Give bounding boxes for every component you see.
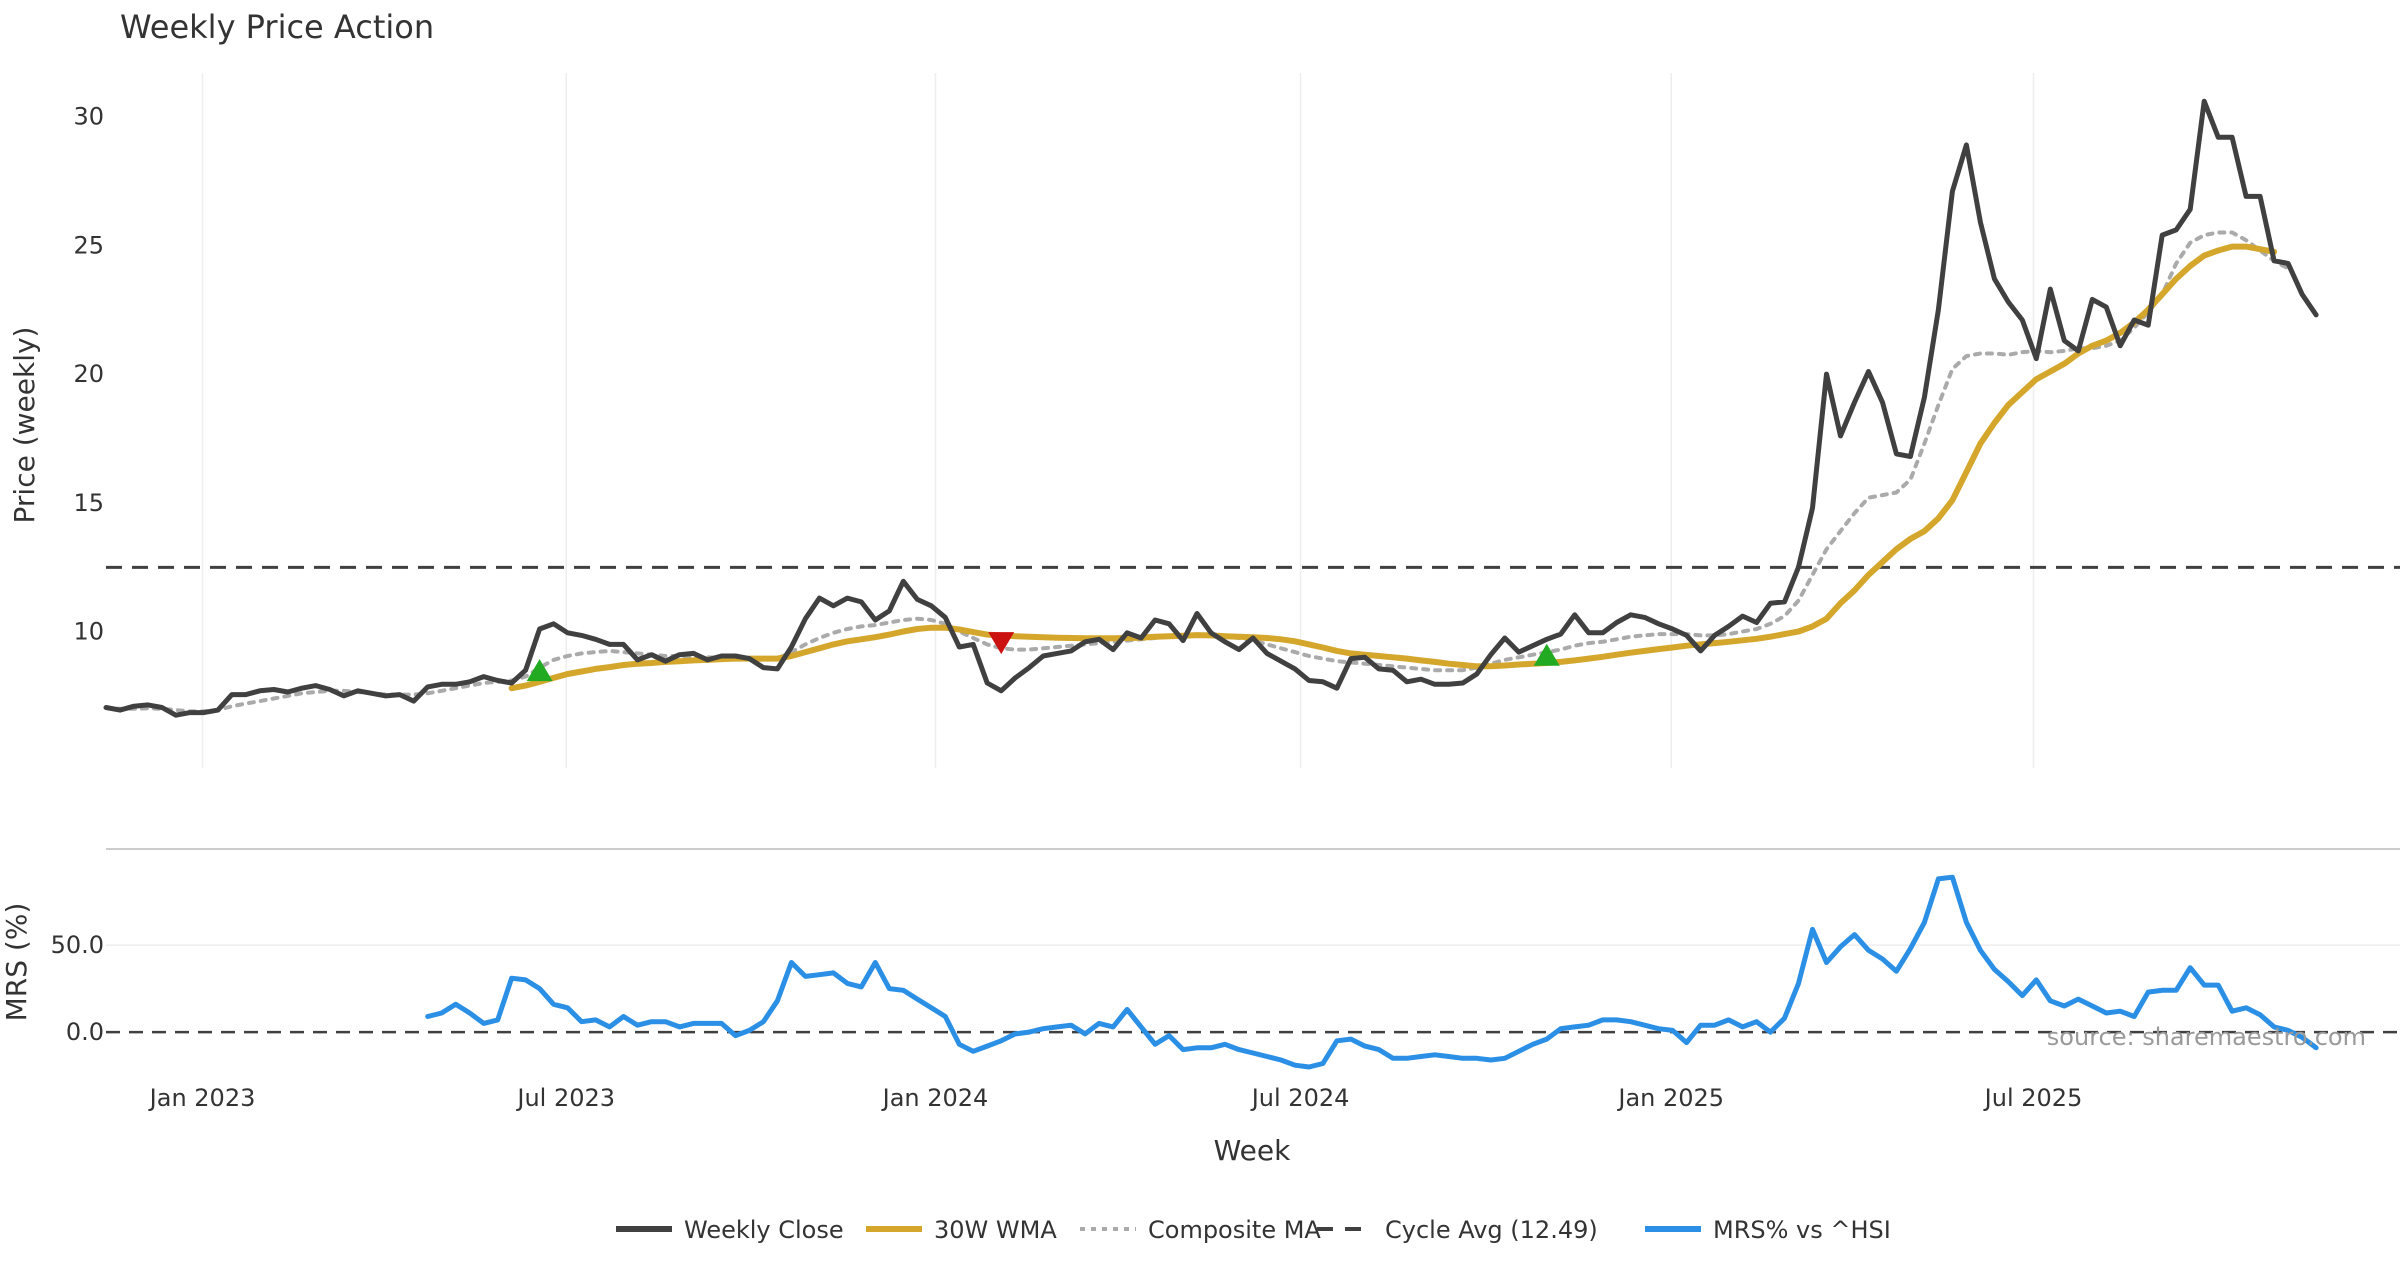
x-axis-label: Week	[1214, 1134, 1291, 1167]
mrs-tick-label: 0.0	[66, 1018, 104, 1046]
price-tick-label: 30	[73, 103, 104, 131]
legend-label: Weekly Close	[684, 1216, 844, 1244]
legend: Weekly Close 30W WMA Composite MA Cycle Avg…	[616, 1216, 1891, 1244]
signal-markers	[526, 632, 1560, 682]
price-tick-label: 25	[73, 231, 104, 259]
legend-item: Cycle Avg (12.49)	[1317, 1216, 1598, 1244]
price-tick-labels: 10 15 20 25 30	[73, 103, 104, 646]
x-tick-label: Jan 2024	[881, 1084, 989, 1112]
buy-signal-marker	[1533, 643, 1560, 666]
wma-30w-line	[508, 243, 2278, 692]
legend-label: Cycle Avg (12.49)	[1385, 1216, 1598, 1244]
source-text: source: sharemaestro.com	[2047, 1023, 2366, 1051]
x-tick-labels: Jan 2023 Jul 2023 Jan 2024 Jul 2024 Jan 2025…	[148, 1084, 2083, 1112]
x-tick-label: Jan 2025	[1616, 1084, 1724, 1112]
price-tick-label: 15	[73, 489, 104, 517]
legend-item: Composite MA	[1080, 1216, 1321, 1244]
x-tick-label: Jul 2024	[1250, 1084, 1350, 1112]
legend-item: MRS% vs ^HSI	[1645, 1216, 1891, 1244]
y-axis-label-price: Price (weekly)	[8, 327, 41, 524]
x-tick-label: Jan 2023	[148, 1084, 256, 1112]
legend-label: 30W WMA	[934, 1216, 1057, 1244]
x-tick-label: Jul 2023	[515, 1084, 615, 1112]
composite-ma-line	[104, 230, 2291, 714]
sell-signal-marker	[988, 632, 1015, 655]
chart-title: Weekly Price Action	[120, 8, 434, 46]
legend-label: MRS% vs ^HSI	[1713, 1216, 1891, 1244]
legend-item: 30W WMA	[866, 1216, 1057, 1244]
series-layer	[103, 98, 2319, 1070]
mrs-tick-label: 50.0	[51, 931, 104, 959]
price-tick-label: 20	[73, 360, 104, 388]
mrs-line	[425, 874, 2319, 1070]
price-gridlines	[201, 73, 2035, 768]
legend-label: Composite MA	[1148, 1216, 1321, 1244]
y-axis-label-mrs: MRS (%)	[0, 903, 33, 1022]
mrs-tick-labels: 0.0 50.0	[51, 931, 104, 1046]
weekly-close-line	[103, 98, 2319, 718]
x-tick-label: Jul 2025	[1983, 1084, 2083, 1112]
buy-signal-marker	[526, 659, 553, 682]
legend-item: Weekly Close	[616, 1216, 844, 1244]
price-tick-label: 10	[73, 618, 104, 646]
